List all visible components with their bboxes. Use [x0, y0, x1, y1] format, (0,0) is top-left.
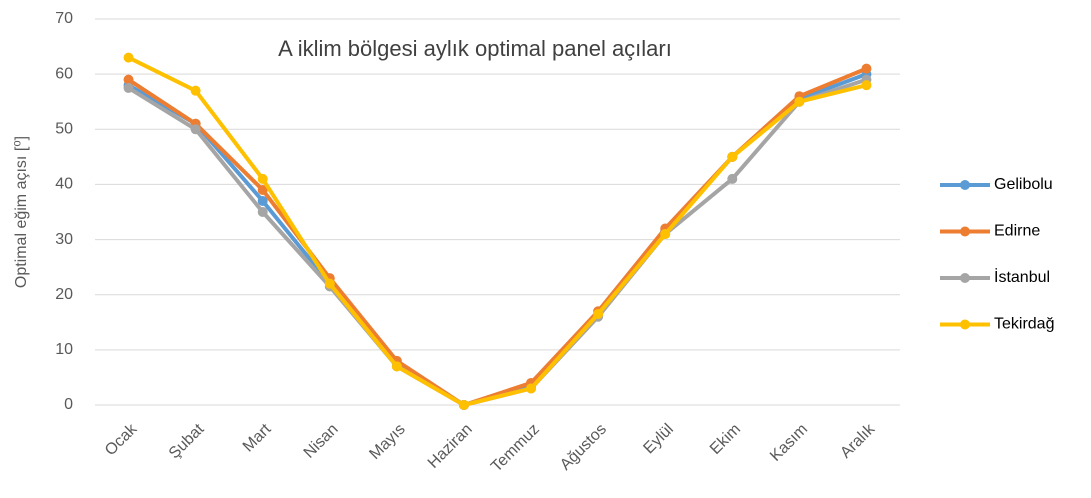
- y-tick-label: 0: [64, 396, 73, 413]
- y-tick-label: 70: [55, 10, 73, 27]
- point: [660, 229, 671, 240]
- point: [593, 309, 604, 320]
- point: [861, 80, 872, 91]
- y-tick-label: 10: [55, 341, 73, 358]
- point: [727, 173, 738, 184]
- point: [257, 184, 268, 195]
- point: [257, 195, 268, 206]
- legend-marker: [960, 180, 970, 190]
- y-tick-label: 40: [55, 176, 73, 193]
- point: [391, 361, 402, 372]
- series-line: [127, 55, 867, 407]
- series-line: [127, 66, 868, 407]
- series-line: [127, 77, 868, 407]
- legend-marker: [960, 226, 970, 237]
- point: [458, 400, 469, 410]
- x-tick-label: Eylül: [640, 421, 677, 458]
- point: [123, 82, 134, 93]
- point: [727, 151, 738, 162]
- legend-marker: [960, 273, 970, 283]
- x-tick-label: Ağustos: [557, 421, 610, 474]
- point: [794, 96, 805, 107]
- point: [526, 383, 537, 394]
- point: [257, 173, 268, 184]
- point: [257, 207, 268, 217]
- point: [123, 74, 134, 85]
- legend-label: Gelibolu: [994, 176, 1053, 193]
- point: [861, 63, 872, 74]
- legend-label: Tekirdağ: [994, 316, 1054, 333]
- point: [190, 124, 201, 135]
- x-tick-label: Mart: [240, 420, 275, 455]
- x-tick-label: Temmuz: [488, 421, 543, 476]
- point: [123, 52, 134, 63]
- y-tick-label: 20: [55, 286, 73, 303]
- y-axis-label: Optimal eğim açısı [⁰]: [13, 136, 30, 288]
- x-tick-label: Kasım: [767, 421, 811, 465]
- point: [324, 278, 335, 289]
- y-tick-label: 50: [55, 121, 73, 138]
- y-tick-label: 60: [55, 65, 73, 82]
- x-tick-label: Aralık: [837, 420, 879, 462]
- x-tick-label: Ekim: [707, 421, 744, 458]
- y-tick-label: 30: [55, 231, 73, 248]
- legend-label: İstanbul: [994, 267, 1050, 286]
- x-tick-label: Ocak: [102, 420, 141, 459]
- x-tick-label: Haziran: [425, 421, 476, 472]
- chart-title: A iklim bölgesi aylık optimal panel açıl…: [278, 36, 672, 61]
- legend-label: Edirne: [994, 223, 1040, 240]
- legend-marker: [960, 319, 970, 330]
- x-tick-label: Şubat: [166, 420, 208, 462]
- point: [190, 85, 201, 96]
- x-tick-label: Nisan: [301, 421, 342, 462]
- x-tick-label: Mayıs: [366, 421, 408, 463]
